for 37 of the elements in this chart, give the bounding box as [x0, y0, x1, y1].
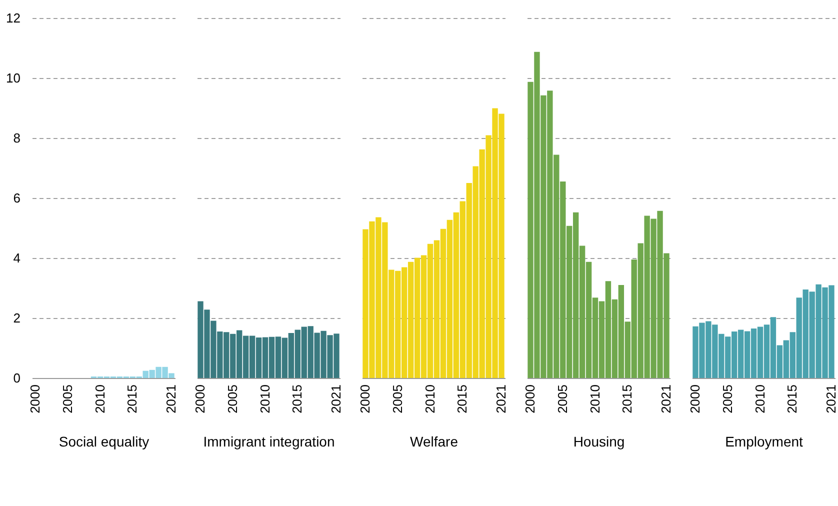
x-tick-label: 2021: [164, 384, 179, 414]
x-tick-label: 2021: [328, 384, 344, 414]
x-tick-label: 2000: [27, 384, 42, 414]
x-tick-label: 2021: [658, 384, 674, 414]
x-tick-label: 2005: [390, 384, 405, 414]
x-tick-label: 2010: [422, 384, 438, 414]
x-tick-label: 2010: [752, 384, 768, 414]
x-tick-label: 2015: [620, 384, 635, 414]
x-axis-title: Employment: [725, 433, 804, 450]
x-tick-label: 2021: [824, 384, 838, 414]
x-tick-label: 2015: [784, 384, 800, 414]
x-tick-label: 2010: [92, 384, 108, 414]
x-tick-label: 2000: [357, 384, 372, 414]
y-tick-label: 0: [13, 370, 20, 386]
x-tick-label: 2000: [522, 384, 538, 414]
y-tick-label: 8: [13, 130, 20, 146]
x-tick-label: 2015: [290, 384, 305, 414]
y-tick-label: 12: [6, 10, 20, 26]
x-tick-label: 2000: [192, 384, 208, 414]
x-tick-label: 2005: [720, 384, 735, 414]
x-axis-title: Immigrant integration: [203, 433, 335, 450]
y-tick-label: 6: [13, 190, 20, 206]
x-tick-label: 2005: [60, 384, 75, 414]
y-tick-label: 4: [13, 250, 20, 266]
y-tick-label: 2: [13, 310, 20, 326]
x-tick-label: 2000: [687, 384, 702, 414]
x-tick-label: 2010: [257, 384, 272, 414]
x-axis-title: Social equality: [58, 433, 150, 450]
x-tick-label: 2015: [454, 384, 470, 414]
x-tick-label: 2005: [554, 384, 570, 414]
x-tick-label: 2015: [124, 384, 140, 414]
x-tick-label: 2005: [224, 384, 240, 414]
x-axis-title: Housing: [573, 433, 625, 450]
x-tick-label: 2021: [494, 384, 509, 414]
x-tick-label: 2010: [587, 384, 602, 414]
y-tick-label: 10: [6, 70, 20, 86]
x-axis-title: Welfare: [410, 433, 458, 450]
